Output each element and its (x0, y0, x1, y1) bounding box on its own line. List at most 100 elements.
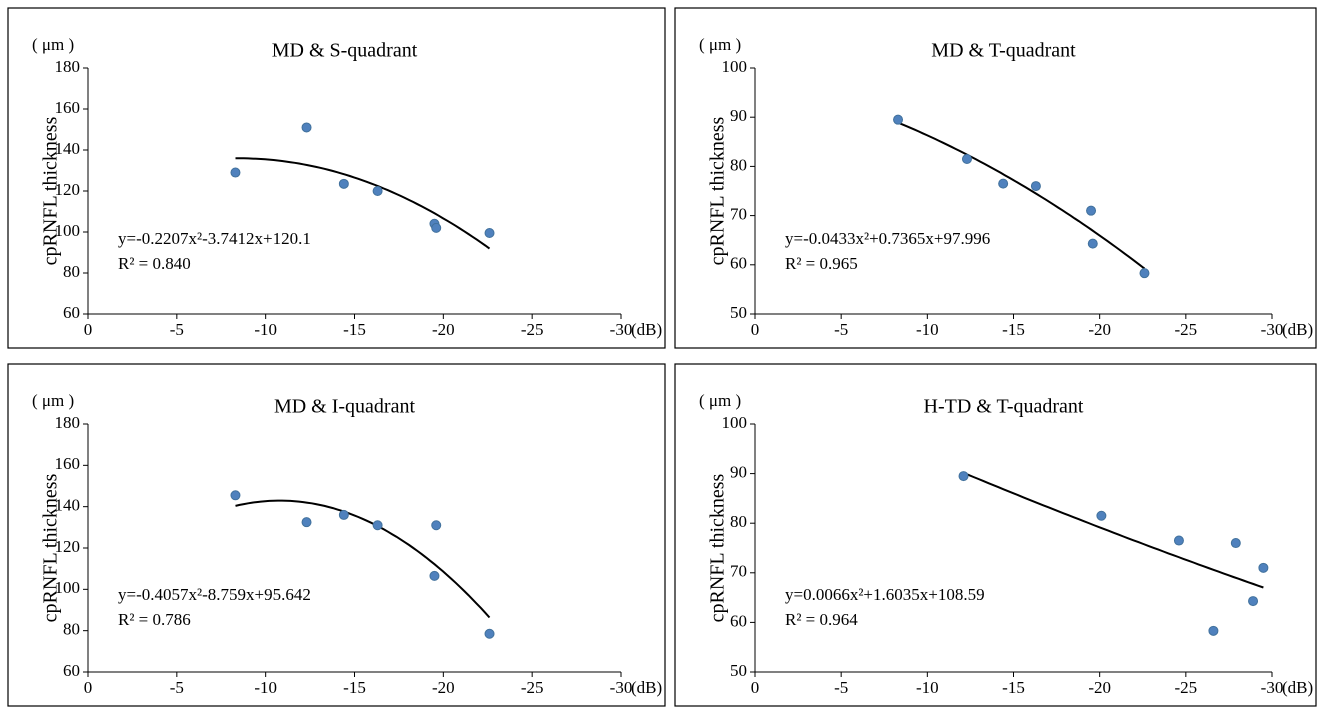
y-tick-label: 100 (55, 578, 81, 597)
x-tick-label: -20 (1088, 678, 1111, 697)
y-tick-label: 70 (730, 562, 747, 581)
x-unit: (dB) (1282, 678, 1313, 697)
data-point (431, 520, 442, 531)
data-point (230, 167, 241, 178)
data-point (1087, 238, 1098, 249)
x-tick-label: -5 (834, 320, 848, 339)
trend-r2: R² = 0.840 (118, 254, 191, 273)
y-tick-label: 160 (55, 454, 81, 473)
x-tick-label: -25 (1174, 320, 1197, 339)
data-point (1030, 181, 1041, 192)
x-tick-label: -15 (343, 678, 366, 697)
data-point (1258, 562, 1269, 573)
x-unit: (dB) (631, 320, 662, 339)
x-tick-label: 0 (751, 678, 760, 697)
y-tick-label: 80 (63, 262, 80, 281)
data-point (431, 222, 442, 233)
y-tick-label: 100 (722, 57, 748, 76)
data-point (1139, 268, 1150, 279)
x-tick-label: 0 (751, 320, 760, 339)
trend-curve (897, 121, 1146, 270)
data-point (961, 154, 972, 165)
x-tick-label: -25 (521, 320, 544, 339)
y-tick-label: 180 (55, 413, 81, 432)
y-tick-label: 80 (63, 620, 80, 639)
trend-r2: R² = 0.964 (785, 610, 858, 629)
data-point (1086, 205, 1097, 216)
y-unit: ( μm ) (32, 391, 74, 410)
trend-curve (235, 499, 491, 619)
y-tick-label: 50 (730, 303, 747, 322)
data-point (1208, 625, 1219, 636)
y-unit: ( μm ) (32, 35, 74, 54)
x-tick-label: -5 (170, 678, 184, 697)
data-point (1096, 510, 1107, 521)
y-tick-label: 140 (55, 496, 81, 515)
panel-frame (7, 7, 666, 349)
data-point (1230, 538, 1241, 549)
trend-r2: R² = 0.786 (118, 610, 191, 629)
chart-title: MD & S-quadrant (272, 40, 418, 62)
x-unit: (dB) (631, 678, 662, 697)
data-point (429, 570, 440, 581)
y-axis-title: cpRNFL thickness (40, 473, 62, 622)
x-tick-label: -30 (1261, 320, 1284, 339)
data-point (372, 186, 383, 196)
y-tick-label: 60 (730, 611, 747, 630)
x-tick-label: -10 (916, 678, 939, 697)
chart-title: MD & I-quadrant (274, 396, 416, 418)
data-point (484, 228, 495, 239)
y-tick-label: 120 (55, 180, 81, 199)
panel-frame (674, 363, 1317, 707)
x-tick-label: -15 (1002, 320, 1025, 339)
trend-curve (235, 157, 491, 250)
x-unit: (dB) (1282, 320, 1313, 339)
x-tick-label: -25 (1174, 678, 1197, 697)
x-tick-label: -20 (1088, 320, 1111, 339)
y-tick-label: 90 (730, 106, 747, 125)
y-tick-label: 140 (55, 139, 81, 158)
x-tick-label: -10 (254, 678, 277, 697)
chart-title: H-TD & T-quadrant (924, 396, 1084, 418)
data-point (338, 509, 349, 520)
y-axis-title: cpRNFL thickness (707, 473, 729, 622)
trend-equation: y=-0.0433x²+0.7365x+97.996 (785, 229, 990, 248)
x-tick-label: -10 (254, 320, 277, 339)
data-point (301, 122, 312, 133)
trend-equation: y=0.0066x²+1.6035x+108.59 (785, 585, 985, 604)
data-point (958, 471, 969, 482)
y-tick-label: 70 (730, 205, 747, 224)
data-point (301, 517, 312, 528)
x-tick-label: -20 (432, 678, 455, 697)
y-tick-label: 180 (55, 57, 81, 76)
trend-equation: y=-0.2207x²-3.7412x+120.1 (118, 229, 311, 248)
x-tick-label: -30 (610, 320, 633, 339)
x-tick-label: -15 (343, 320, 366, 339)
data-point (998, 178, 1009, 189)
y-tick-label: 90 (730, 463, 747, 482)
x-tick-label: -25 (521, 678, 544, 697)
trend-r2: R² = 0.965 (785, 254, 858, 273)
x-tick-label: -30 (610, 678, 633, 697)
y-tick-label: 50 (730, 661, 747, 680)
data-point (372, 520, 383, 531)
panel-frame (674, 7, 1317, 349)
data-point (1173, 535, 1184, 546)
x-tick-label: -10 (916, 320, 939, 339)
y-axis-title: cpRNFL thickness (40, 116, 62, 265)
trend-equation: y=-0.4057x²-8.759x+95.642 (118, 585, 311, 604)
y-tick-label: 100 (722, 413, 748, 432)
y-tick-label: 100 (55, 221, 81, 240)
data-point (893, 114, 904, 125)
x-tick-label: -20 (432, 320, 455, 339)
data-point (230, 490, 241, 501)
y-tick-label: 80 (730, 155, 747, 174)
x-tick-label: 0 (84, 320, 93, 339)
y-tick-label: 80 (730, 512, 747, 531)
data-point (1248, 596, 1259, 607)
data-point (484, 628, 495, 639)
y-tick-label: 60 (730, 254, 747, 273)
x-tick-label: -30 (1261, 678, 1284, 697)
